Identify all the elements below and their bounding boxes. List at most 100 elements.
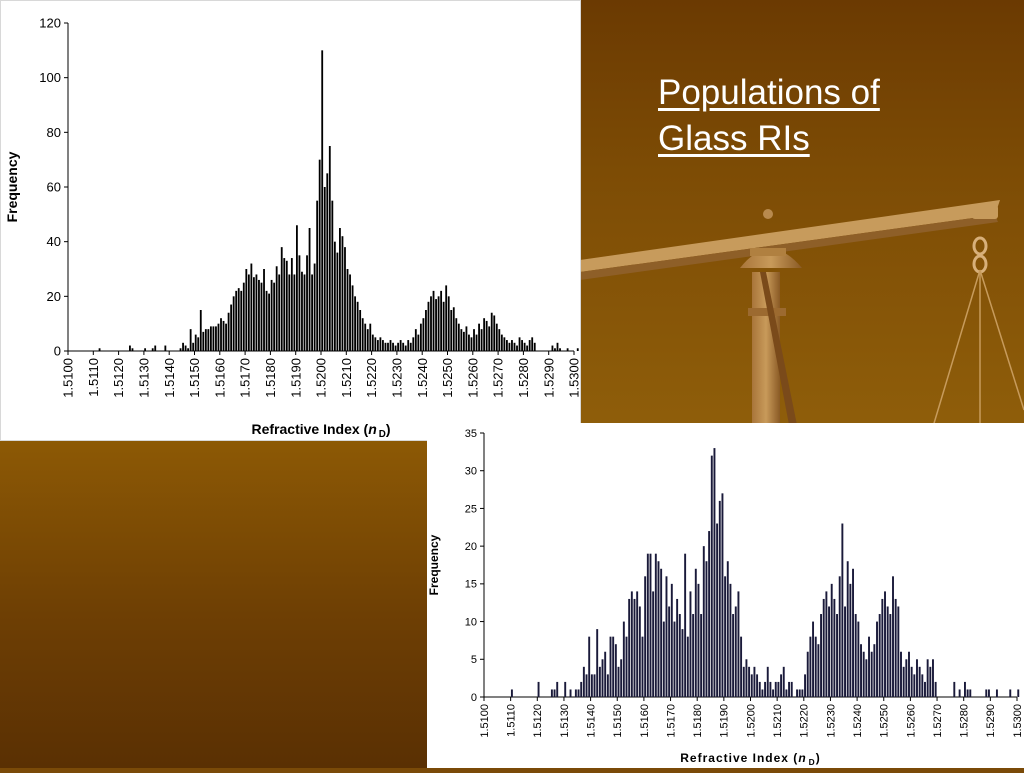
- histogram-bar: [192, 342, 195, 351]
- histogram-bar: [533, 342, 536, 351]
- histogram-bar: [606, 674, 609, 697]
- histogram-bar: [705, 561, 708, 697]
- histogram-bar: [417, 334, 420, 351]
- histogram-bar: [921, 674, 924, 697]
- histogram-bar: [676, 598, 679, 697]
- histogram-bar: [804, 674, 807, 697]
- y-tick-label: 20: [465, 541, 477, 553]
- histogram-bar: [470, 337, 473, 351]
- histogram-bar: [593, 674, 596, 697]
- x-tick-label: 1.5100: [479, 704, 491, 738]
- x-tick-label: 1.5230: [825, 704, 837, 738]
- histogram-bar: [617, 666, 620, 697]
- histogram-bar: [460, 329, 463, 351]
- x-tick-label: 1.5260: [905, 704, 917, 738]
- histogram-bar: [209, 326, 212, 351]
- histogram-bar: [585, 674, 588, 697]
- histogram-bar: [202, 331, 205, 351]
- histogram-bar: [966, 689, 969, 697]
- histogram-bar: [323, 187, 326, 351]
- histogram-bar: [247, 274, 250, 351]
- histogram-bar: [958, 689, 961, 697]
- x-axis-label: Refractive Index (n D): [251, 421, 390, 440]
- histogram-bar: [399, 340, 402, 351]
- histogram-bar: [673, 621, 676, 697]
- histogram-bar: [828, 606, 831, 697]
- histogram-bar: [341, 236, 344, 351]
- x-tick-label: 1.5290: [985, 704, 997, 738]
- histogram-bar: [825, 591, 828, 697]
- histogram-bar: [764, 681, 767, 697]
- x-tick-label: 1.5300: [1012, 704, 1024, 738]
- histogram-bar: [732, 614, 735, 697]
- histogram-bar: [333, 241, 336, 351]
- histogram-bar: [478, 323, 480, 351]
- histogram-bar: [301, 271, 303, 351]
- histogram-bar: [761, 689, 764, 697]
- x-tick-label: 1.5120: [532, 704, 544, 738]
- x-axis-label: Refractive Index (n D): [680, 751, 820, 767]
- histogram-bar: [154, 345, 157, 351]
- histogram-bar: [480, 329, 483, 351]
- histogram-bar: [339, 228, 341, 351]
- histogram-bar: [273, 282, 276, 351]
- y-axis-label: Frequency: [427, 534, 441, 595]
- x-axis-label-subscript: D: [379, 429, 386, 440]
- histogram-bar: [490, 312, 493, 351]
- histogram-bar: [526, 345, 529, 351]
- histogram-bar: [716, 523, 719, 697]
- slide-title-line-1: Populations of: [658, 73, 880, 112]
- histogram-bar: [713, 448, 716, 697]
- histogram-bar: [510, 689, 513, 697]
- histogram-bar: [215, 326, 217, 351]
- histogram-bar: [419, 323, 422, 351]
- histogram-bar: [313, 263, 316, 351]
- histogram-chart-1: 0 20 40 60 80 100 120 1.5100 1.5110 1.5120 1.5130 1…: [4, 16, 612, 440]
- histogram-bar: [245, 269, 248, 351]
- histogram-bar: [351, 285, 354, 351]
- x-tick-label: 1.5110: [506, 704, 518, 737]
- histogram-bar: [772, 689, 775, 697]
- histogram-bar: [884, 591, 886, 697]
- histogram-bar: [737, 591, 740, 697]
- histogram-bar: [860, 644, 862, 697]
- histogram-bar: [437, 296, 440, 351]
- y-tick-label: 15: [465, 579, 477, 591]
- histogram-bar: [822, 598, 825, 697]
- histogram-bar: [817, 644, 820, 697]
- histogram-bar: [374, 337, 377, 351]
- histogram-bar: [500, 334, 503, 351]
- histogram-bar: [361, 318, 364, 351]
- histogram-bar: [379, 337, 382, 351]
- histogram-bar: [278, 274, 281, 351]
- histogram-bar: [1009, 689, 1012, 697]
- histogram-bar: [628, 598, 631, 697]
- histogram-bar: [897, 606, 900, 697]
- histogram-bar: [397, 342, 400, 351]
- histogram-bar: [371, 334, 374, 351]
- y-tick-label: 0: [54, 344, 61, 359]
- histogram-bar: [523, 342, 526, 351]
- x-axis-label-subscript: D: [809, 757, 816, 767]
- histogram-bar: [427, 301, 430, 351]
- histogram-bar: [179, 348, 182, 351]
- histogram-bar: [865, 659, 868, 697]
- histogram-bar: [450, 310, 453, 351]
- histogram-bar: [465, 326, 468, 351]
- y-tick-label: 0: [471, 692, 477, 704]
- histogram-bar: [702, 546, 705, 697]
- histogram-bar: [369, 323, 372, 351]
- x-tick-label: 1.5240: [852, 704, 864, 738]
- histogram-bar: [641, 636, 644, 697]
- x-tick-label: 1.5170: [238, 358, 253, 398]
- histogram-bar: [580, 681, 583, 697]
- histogram-bar: [934, 681, 937, 697]
- histogram-bar: [729, 583, 732, 697]
- histogram-bar: [151, 348, 154, 351]
- x-tick-label: 1.5130: [559, 704, 571, 738]
- histogram-bar: [387, 342, 389, 351]
- histogram-bar: [638, 606, 641, 697]
- histogram-bar: [356, 301, 359, 351]
- histogram-bar: [892, 576, 894, 697]
- histogram-bar: [182, 342, 184, 351]
